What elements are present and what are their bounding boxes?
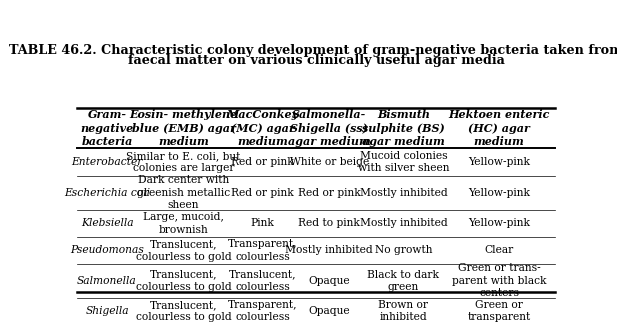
Text: Salmonella-
Shigella (ss)
agar medium: Salmonella- Shigella (ss) agar medium xyxy=(288,109,371,147)
Text: Escherichia coli: Escherichia coli xyxy=(64,188,150,198)
Text: Black to dark
green: Black to dark green xyxy=(368,270,439,292)
Text: Brown or
inhibited: Brown or inhibited xyxy=(378,300,428,322)
Text: Gram-
negative
bacteria: Gram- negative bacteria xyxy=(80,109,134,147)
Text: Klebsiella: Klebsiella xyxy=(81,218,133,228)
Text: Translucent,
colourless to gold: Translucent, colourless to gold xyxy=(136,239,231,262)
Text: Transparent,
colourless: Transparent, colourless xyxy=(228,239,297,262)
Text: Pseudomonas: Pseudomonas xyxy=(70,245,144,255)
Text: MacConkey
(MC) agar
medium: MacConkey (MC) agar medium xyxy=(226,109,299,147)
Text: Yellow-pink: Yellow-pink xyxy=(468,218,530,228)
Text: Green or
transparent: Green or transparent xyxy=(468,300,531,322)
Text: Similar to E. coli, but
colonies are larger: Similar to E. coli, but colonies are lar… xyxy=(126,151,241,173)
Text: Opaque: Opaque xyxy=(308,276,350,286)
Text: Mostly inhibited: Mostly inhibited xyxy=(286,245,373,255)
Text: Red to pink: Red to pink xyxy=(299,218,360,228)
Text: Green or trans-
parent with black
centers: Green or trans- parent with black center… xyxy=(452,264,547,298)
Text: Transparent,
colourless: Transparent, colourless xyxy=(228,300,297,322)
Text: TABLE 46.2. Characteristic colony development of gram-negative bacteria taken fr: TABLE 46.2. Characteristic colony develo… xyxy=(9,44,617,57)
Text: Dark center with
greenish metallic
sheen: Dark center with greenish metallic sheen xyxy=(137,175,230,210)
Text: Mucoid colonies
with silver sheen: Mucoid colonies with silver sheen xyxy=(358,151,449,173)
Text: Enterobacter: Enterobacter xyxy=(72,157,143,167)
Text: Mostly inhibited: Mostly inhibited xyxy=(360,218,447,228)
Text: Large, mucoid,
brownish: Large, mucoid, brownish xyxy=(143,212,224,234)
Text: Translucent,
colourless to gold: Translucent, colourless to gold xyxy=(136,270,231,292)
Text: Translucent,
colourless to gold: Translucent, colourless to gold xyxy=(136,300,231,322)
Text: Mostly inhibited: Mostly inhibited xyxy=(360,188,447,198)
Text: Salmonella: Salmonella xyxy=(77,276,137,286)
Text: Red or pink: Red or pink xyxy=(231,188,294,198)
Text: Clear: Clear xyxy=(484,245,514,255)
Text: White or beige: White or beige xyxy=(290,157,369,167)
Text: Translucent,
colourless: Translucent, colourless xyxy=(229,270,296,292)
Text: Eosin- methylene
blue (EMB) agar
medium: Eosin- methylene blue (EMB) agar medium xyxy=(130,109,238,147)
Text: Hektoen enteric
(HC) agar
medium: Hektoen enteric (HC) agar medium xyxy=(449,109,550,147)
Text: Pink: Pink xyxy=(251,218,275,228)
Text: Yellow-pink: Yellow-pink xyxy=(468,157,530,167)
Text: faecal matter on various clinically useful agar media: faecal matter on various clinically usef… xyxy=(128,54,505,67)
Text: No growth: No growth xyxy=(375,245,433,255)
Text: Shigella: Shigella xyxy=(85,306,129,316)
Text: Red or pink: Red or pink xyxy=(231,157,294,167)
Text: Red or pink: Red or pink xyxy=(298,188,361,198)
Text: Opaque: Opaque xyxy=(308,306,350,316)
Text: Yellow-pink: Yellow-pink xyxy=(468,188,530,198)
Text: Bismuth
sulphite (BS)
agar medium: Bismuth sulphite (BS) agar medium xyxy=(362,109,445,147)
